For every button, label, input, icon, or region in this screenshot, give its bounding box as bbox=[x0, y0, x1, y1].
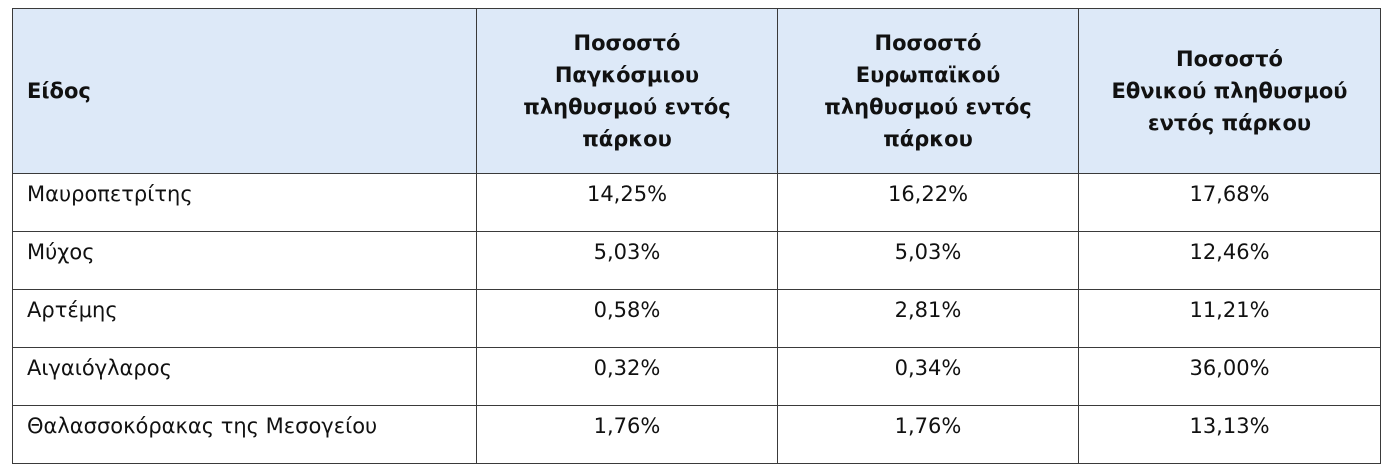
species-cell: Αρτέμης bbox=[12, 289, 477, 348]
header-line: Ευρωπαϊκού bbox=[855, 63, 1001, 87]
header-cell: Ποσοστό Παγκόσμιου πληθυσμού εντός πάρκου bbox=[476, 8, 778, 174]
header-line: Ποσοστό bbox=[573, 31, 681, 55]
table-row: Θαλασσοκόρακας της Μεσογείου 1,76% 1,76% 13… bbox=[12, 405, 1381, 464]
table-row: Μύχος 5,03% 5,03% 12,46% bbox=[12, 231, 1381, 290]
header-line: πάρκου bbox=[582, 127, 672, 151]
header-line: Εθνικού πληθυσμού bbox=[1111, 79, 1348, 103]
percent-cell: 36,00% bbox=[1078, 347, 1381, 406]
header-line: Είδος bbox=[27, 79, 91, 103]
table-header: Είδος Ποσοστό Παγκόσμιου πληθυσμού εντός πάρ… bbox=[12, 8, 1381, 174]
percent-cell: 1,76% bbox=[777, 405, 1079, 464]
table-row: Μαυροπετρίτης 14,25% 16,22% 17,68% bbox=[12, 173, 1381, 232]
header-line: πληθυσμού εντός bbox=[523, 95, 731, 119]
percent-cell: 5,03% bbox=[476, 231, 778, 290]
table-body: Μαυροπετρίτης 14,25% 16,22% 17,68% Μύχος 5,03… bbox=[12, 173, 1381, 464]
percent-cell: 0,32% bbox=[476, 347, 778, 406]
percent-cell: 0,58% bbox=[476, 289, 778, 348]
data-table: Είδος Ποσοστό Παγκόσμιου πληθυσμού εντός πάρ… bbox=[12, 8, 1381, 464]
header-line: Ποσοστό bbox=[874, 31, 982, 55]
species-cell: Θαλασσοκόρακας της Μεσογείου bbox=[12, 405, 477, 464]
percent-cell: 13,13% bbox=[1078, 405, 1381, 464]
header-row: Είδος Ποσοστό Παγκόσμιου πληθυσμού εντός πάρ… bbox=[12, 8, 1381, 174]
species-cell: Αιγαιόγλαρος bbox=[12, 347, 477, 406]
header-line: πάρκου bbox=[883, 127, 973, 151]
header-line: Ποσοστό bbox=[1176, 47, 1283, 71]
species-cell: Μύχος bbox=[12, 231, 477, 290]
percent-cell: 14,25% bbox=[476, 173, 778, 232]
percent-cell: 11,21% bbox=[1078, 289, 1381, 348]
header-line: πληθυσμού εντός bbox=[824, 95, 1032, 119]
header-cell: Ποσοστό Εθνικού πληθυσμού εντός πάρκου bbox=[1078, 8, 1381, 174]
percent-cell: 1,76% bbox=[476, 405, 778, 464]
percent-cell: 5,03% bbox=[777, 231, 1079, 290]
header-cell: Ποσοστό Ευρωπαϊκού πληθυσμού εντός πάρκου bbox=[777, 8, 1079, 174]
table-row: Αιγαιόγλαρος 0,32% 0,34% 36,00% bbox=[12, 347, 1381, 406]
header-line: εντός πάρκου bbox=[1147, 111, 1312, 135]
percent-cell: 0,34% bbox=[777, 347, 1079, 406]
percent-cell: 2,81% bbox=[777, 289, 1079, 348]
percent-cell: 12,46% bbox=[1078, 231, 1381, 290]
table-row: Αρτέμης 0,58% 2,81% 11,21% bbox=[12, 289, 1381, 348]
percent-cell: 17,68% bbox=[1078, 173, 1381, 232]
species-cell: Μαυροπετρίτης bbox=[12, 173, 477, 232]
header-line: Παγκόσμιου bbox=[554, 63, 700, 87]
header-cell: Είδος bbox=[12, 8, 477, 174]
percent-cell: 16,22% bbox=[777, 173, 1079, 232]
